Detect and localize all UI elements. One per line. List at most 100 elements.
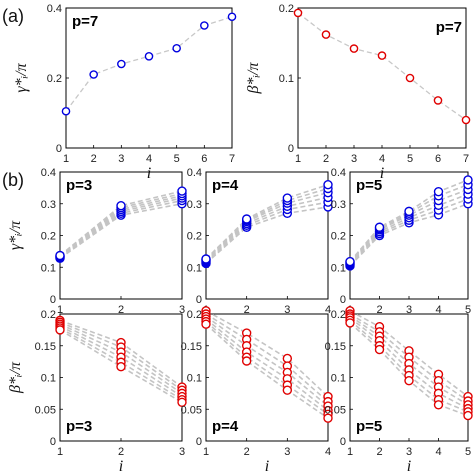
- data-point: [321, 30, 331, 39]
- data-point: [433, 400, 444, 410]
- data-point: [293, 8, 303, 18]
- y-tick-label: 0.2: [331, 231, 346, 243]
- chart-panel-2: 1 2 3 0 0.1 0.2 0.3 0.4 p=3 γ*ᵢ/π: [7, 167, 187, 316]
- series-line: [59, 190, 183, 257]
- y-axis-label: γ*ᵢ/π: [13, 62, 30, 92]
- p-label: p=5: [356, 177, 382, 194]
- x-tick-label: 7: [463, 153, 469, 165]
- x-tick-label: 3: [118, 153, 124, 165]
- y-tick-label: 0: [50, 294, 56, 306]
- series-line: [349, 317, 469, 410]
- data-point: [463, 175, 473, 185]
- x-tick-label: 4: [379, 153, 385, 165]
- x-tick-label: 2: [118, 304, 124, 316]
- series-line: [65, 16, 233, 112]
- y-tick-label: 0.1: [331, 262, 346, 274]
- x-tick-label: 2: [244, 304, 250, 316]
- y-axis-label: β*ᵢ/π: [7, 361, 24, 394]
- data-point: [116, 200, 126, 211]
- p-label: p=3: [66, 177, 92, 194]
- x-axis-label: i: [147, 165, 151, 182]
- x-tick-label: 4: [435, 304, 441, 316]
- series-line: [205, 196, 329, 263]
- x-tick-label: 3: [406, 304, 412, 316]
- y-tick-label: 0: [50, 436, 56, 448]
- data-point: [241, 214, 252, 224]
- series-line: [205, 187, 329, 261]
- data-point: [227, 12, 237, 22]
- x-tick-label: 7: [229, 153, 235, 165]
- series-line: [205, 321, 329, 415]
- x-tick-label: 1: [63, 153, 69, 165]
- chart-panel-7: 1 2 3 4 5 0 0.05 0.1 0.15 0.2 p=5 i: [325, 306, 473, 474]
- chart-panel-0: 1 2 3 4 5 6 7 0 0.2 0.4 p=7 i γ*ᵢ/π: [13, 3, 237, 182]
- series-line: [349, 179, 469, 263]
- data-point: [144, 52, 154, 61]
- y-tick-label: 0.3: [187, 199, 202, 211]
- y-tick-label: 0.15: [35, 341, 56, 353]
- series-line: [205, 318, 329, 412]
- x-tick-label: 5: [174, 153, 180, 165]
- x-tick-label: 1: [203, 446, 209, 458]
- y-tick-label: 0: [196, 436, 202, 448]
- data-point: [405, 73, 415, 83]
- x-tick-label: 4: [325, 304, 331, 316]
- data-point: [345, 256, 355, 267]
- data-point: [116, 362, 126, 372]
- y-tick-label: 0.1: [279, 73, 294, 85]
- y-axis-label: β*ᵢ/π: [245, 62, 262, 95]
- x-tick-label: 3: [351, 153, 357, 165]
- y-tick-label: 0.4: [47, 3, 62, 15]
- p-label: p=5: [356, 418, 382, 435]
- data-point: [177, 186, 187, 196]
- data-point: [282, 193, 293, 203]
- data-point: [201, 254, 211, 264]
- series-line: [59, 192, 183, 257]
- p-label: p=4: [212, 177, 239, 194]
- y-tick-label: 0.05: [181, 404, 202, 416]
- series-line: [349, 183, 469, 263]
- x-tick-label: 2: [118, 446, 124, 458]
- data-point: [433, 186, 444, 197]
- data-point: [61, 106, 71, 116]
- y-tick-label: 0.4: [187, 167, 202, 179]
- data-point: [172, 43, 181, 53]
- x-tick-label: 1: [57, 446, 63, 458]
- data-point: [201, 319, 211, 329]
- panel-label-a: (a): [2, 6, 24, 26]
- data-point: [323, 179, 333, 190]
- y-tick-label: 0: [340, 294, 346, 306]
- y-tick-label: 0.2: [279, 3, 294, 15]
- y-tick-label: 0.1: [41, 262, 56, 274]
- chart-panel-1: 1 2 3 4 5 6 7 0 0.1 0.2 p=7 i β*ᵢ/π: [245, 3, 471, 182]
- x-axis-label: i: [407, 458, 411, 474]
- x-tick-label: 1: [57, 304, 63, 316]
- series-line: [349, 310, 469, 398]
- data-point: [433, 96, 443, 105]
- series-line: [205, 315, 329, 407]
- p-label: p=3: [66, 418, 92, 435]
- x-tick-label: 3: [284, 446, 290, 458]
- x-tick-label: 3: [406, 446, 412, 458]
- x-tick-label: 3: [284, 304, 290, 316]
- x-tick-label: 6: [201, 153, 207, 165]
- y-tick-label: 0.05: [35, 404, 56, 416]
- data-point: [241, 356, 252, 366]
- chart-panel-5: 1 2 3 0 0.05 0.1 0.15 0.2 p=3 i β*ᵢ/π: [7, 309, 187, 474]
- data-point: [374, 222, 385, 232]
- data-point: [282, 353, 293, 364]
- chart-panel-6: 1 2 3 4 0 0.05 0.1 0.15 0.2 p=4 i: [181, 306, 333, 474]
- y-tick-label: 0: [288, 143, 294, 155]
- x-tick-label: 2: [376, 304, 382, 316]
- data-point: [404, 206, 414, 217]
- x-tick-label: 3: [179, 446, 185, 458]
- data-point: [89, 70, 98, 79]
- x-tick-label: 4: [435, 446, 441, 458]
- x-tick-label: 2: [91, 153, 97, 165]
- y-tick-label: 0.1: [331, 373, 346, 385]
- series-line: [205, 313, 329, 403]
- data-point: [200, 21, 209, 30]
- y-tick-label: 0: [56, 143, 62, 155]
